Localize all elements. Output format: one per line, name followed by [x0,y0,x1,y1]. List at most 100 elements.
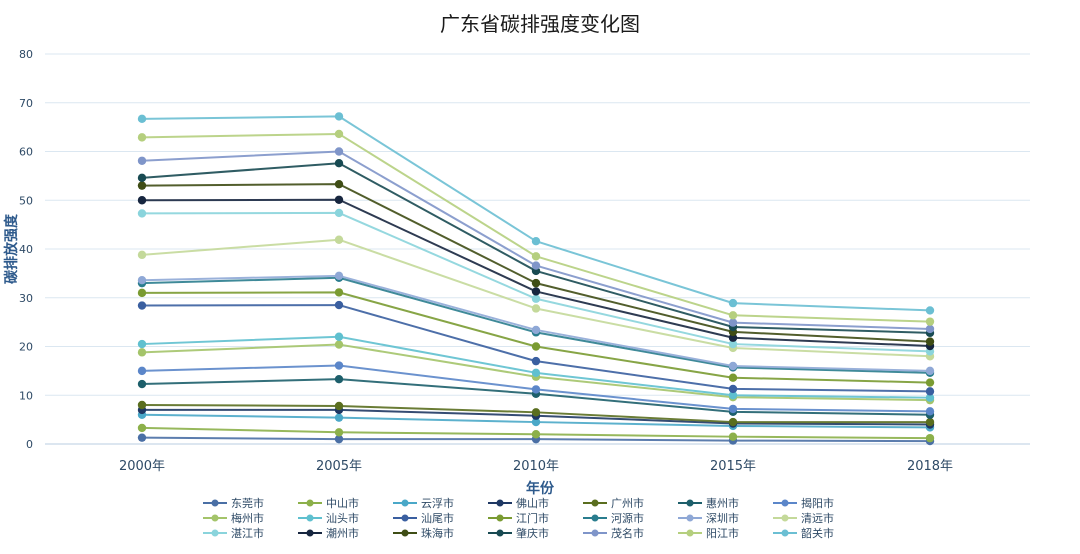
data-point [531,408,541,417]
data-point [728,318,738,327]
data-point [728,339,738,349]
series-19 [137,129,935,326]
data-point [728,373,738,382]
data-point [334,159,344,168]
legend-swatch-marker [686,529,694,537]
legend-item: 云浮市 [393,496,454,510]
data-point [137,400,147,410]
data-point [334,374,344,384]
data-point [334,208,344,218]
legend-item: 湛江市 [203,526,264,540]
y-tick-label: 30 [19,292,33,305]
data-point [925,378,935,387]
legend-swatch-marker [496,514,504,522]
data-point [925,317,935,326]
legend-swatch-marker [211,514,219,522]
legend-swatch-marker [401,499,409,507]
data-point [137,173,147,183]
legend-swatch-marker [306,514,314,522]
data-point [137,133,147,142]
data-point [137,209,147,218]
legend-swatch-marker [781,514,789,522]
data-point [334,413,344,422]
legend-swatch-marker [211,499,219,507]
data-point [137,276,147,285]
legend-label: 汕尾市 [421,511,454,525]
legend-label: 清远市 [801,511,834,525]
legend-label: 肇庆市 [516,526,549,540]
legend-label: 韶关市 [801,526,834,540]
legend-label: 云浮市 [421,496,454,510]
data-point [137,196,147,205]
data-point [334,401,344,411]
data-point [137,348,147,357]
data-point [728,432,738,441]
chart-title: 广东省碳排强度变化图 [440,12,640,36]
legend-label: 茂名市 [611,526,644,540]
x-tick-label: 2000年 [119,459,165,474]
legend-swatch-marker [496,499,504,507]
data-point [137,379,147,389]
legend-label: 广州市 [611,496,644,510]
data-point [531,430,541,439]
legend-item: 揭阳市 [773,496,834,510]
legend-item: 韶关市 [773,526,834,540]
data-point [728,417,738,427]
legend-item: 珠海市 [393,526,454,540]
data-point [334,340,344,349]
data-point [728,391,738,400]
legend-label: 河源市 [611,511,644,525]
data-point [531,368,541,378]
data-point [925,306,935,315]
y-tick-label: 60 [19,146,33,159]
series-4 [137,400,935,427]
data-point [334,428,344,437]
series-15 [137,195,935,351]
legend-item: 清远市 [773,511,834,525]
data-point [531,356,541,366]
legend-swatch-marker [496,529,504,537]
legend-swatch-marker [306,499,314,507]
data-point [334,332,344,341]
data-point [137,433,147,442]
data-point [334,179,344,189]
series-10 [137,288,935,387]
data-point [728,384,738,394]
legend-label: 梅州市 [231,511,264,525]
data-point [137,423,147,433]
legend-label: 湛江市 [231,526,264,540]
series-6 [137,361,935,416]
y-tick-label: 70 [19,97,33,110]
legend-item: 江门市 [488,511,549,525]
data-point [334,235,344,244]
y-tick-label: 0 [26,438,33,451]
data-point [728,311,738,320]
legend-swatch-marker [686,514,694,522]
series-18 [137,147,935,334]
data-point [137,114,147,124]
legend-item: 河源市 [583,511,644,525]
legend-swatch-marker [686,499,694,507]
y-tick-label: 50 [19,194,33,207]
series-8 [137,332,935,402]
legend-item: 广州市 [583,496,644,510]
legend-item: 中山市 [298,496,359,510]
legend-swatch-marker [401,514,409,522]
data-point [531,237,541,246]
data-point [925,366,935,376]
legend-swatch-marker [781,499,789,507]
data-point [925,387,935,396]
legend-item: 东莞市 [203,496,264,510]
series-1 [137,423,935,443]
data-point [531,287,541,296]
data-point [137,250,147,260]
data-point [925,337,935,346]
legend-swatch-marker [306,529,314,537]
data-point [728,361,738,371]
data-point [925,324,935,334]
data-point [137,181,147,190]
x-axis-ticks: 2000年 2005年 2010年 2015年 2018年 [119,459,953,474]
x-tick-label: 2010年 [513,459,559,474]
